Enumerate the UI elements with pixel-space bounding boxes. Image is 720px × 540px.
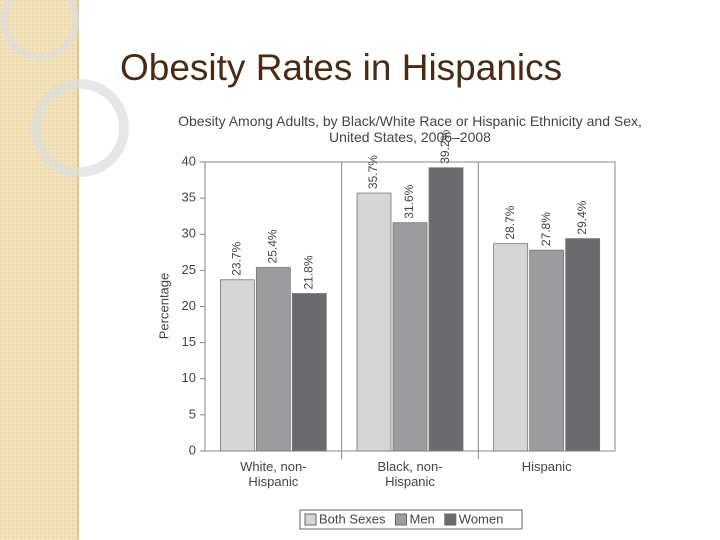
- value-label: 23.7%: [230, 241, 244, 275]
- x-tick-label: White, non-Hispanic: [240, 459, 307, 489]
- x-tick-label: Black, non-Hispanic: [377, 459, 443, 489]
- ornament: [31, 79, 129, 177]
- bar: [428, 167, 464, 452]
- y-tick-label: 5: [189, 406, 196, 421]
- y-tick-label: 25: [182, 262, 196, 277]
- bar: [219, 279, 255, 452]
- value-label: 28.7%: [503, 205, 517, 239]
- legend-box: [299, 509, 523, 530]
- bar: [291, 293, 327, 452]
- value-label: 21.8%: [302, 255, 316, 289]
- value-label: 29.4%: [575, 200, 589, 234]
- bar: [356, 192, 392, 452]
- y-tick-label: 30: [182, 226, 196, 241]
- y-tick-label: 40: [182, 153, 196, 168]
- legend-swatch: [444, 513, 457, 526]
- value-label: 25.4%: [266, 229, 280, 263]
- legend-swatch: [395, 513, 407, 526]
- legend-swatch: [304, 513, 317, 526]
- legend-label: Women: [459, 511, 504, 526]
- value-label: 39.2%: [438, 129, 452, 163]
- value-label: 31.6%: [402, 184, 416, 218]
- bar: [255, 267, 291, 452]
- bar: [529, 249, 565, 452]
- y-tick-label: 10: [182, 370, 196, 385]
- y-tick-label: 20: [182, 298, 196, 313]
- ornament: [0, 0, 80, 60]
- bar: [493, 243, 529, 452]
- y-tick-label: 35: [182, 190, 196, 205]
- legend-label: Both Sexes: [319, 511, 386, 526]
- bar: [565, 238, 601, 452]
- y-tick-label: 15: [182, 334, 196, 349]
- y-axis-label: Percentage: [156, 273, 171, 340]
- value-label: 35.7%: [366, 155, 380, 189]
- x-tick-label: Hispanic: [521, 459, 572, 474]
- y-tick-label: 0: [189, 442, 196, 457]
- value-label: 27.8%: [539, 212, 553, 246]
- chart-title: Obesity Among Adults, by Black/White Rac…: [178, 113, 642, 145]
- bar: [392, 222, 428, 452]
- legend-label: Men: [410, 511, 435, 526]
- slide-title: Obesity Rates in Hispanics: [120, 47, 562, 88]
